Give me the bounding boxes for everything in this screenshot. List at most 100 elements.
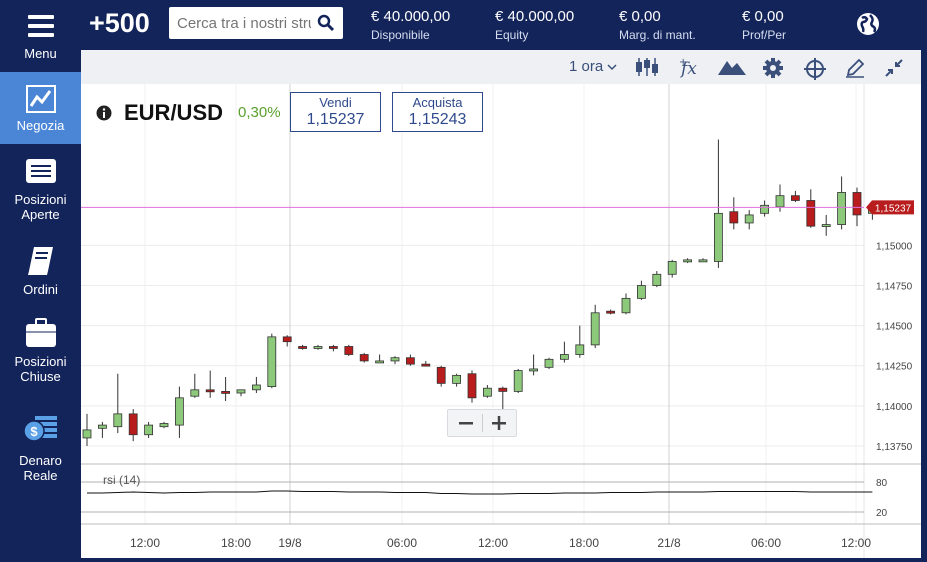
- candle-body: [452, 374, 462, 384]
- sidebar-item-label: Ordini: [23, 282, 58, 297]
- candle-body: [405, 357, 415, 365]
- mountain-icon[interactable]: [717, 57, 747, 77]
- list-icon: [25, 159, 56, 183]
- pencil-icon[interactable]: [844, 57, 866, 79]
- instrument-change: 0,30%: [238, 104, 281, 121]
- chart-area[interactable]: 1,15237 1,15000 1,14750 1,14500 1,14250 1,14…: [81, 84, 921, 558]
- candle-body: [482, 387, 492, 397]
- sell-button[interactable]: Vendi 1,15237: [290, 92, 381, 132]
- time-tick-label: 21/8: [657, 536, 681, 550]
- candle-body: [544, 358, 554, 368]
- briefcase-icon: [25, 318, 56, 347]
- sidebar-item-denaro-reale[interactable]: $ Denaro Reale: [0, 408, 81, 488]
- time-tick-label: 12:00: [478, 536, 508, 550]
- price-chart[interactable]: 1,15237 1,15000 1,14750 1,14500 1,14250 1,14…: [81, 84, 921, 558]
- crosshair-icon[interactable]: [803, 57, 827, 81]
- candle-body: [760, 204, 769, 214]
- sidebar-item-label: Posizioni: [14, 354, 67, 369]
- price-tick-label: 1,14000: [876, 402, 913, 413]
- rsi-label: rsi (14): [103, 473, 141, 487]
- sell-price: 1,15237: [306, 111, 365, 128]
- stat-equity: € 40.000,00 Equity: [495, 8, 574, 42]
- stat-label: Equity: [495, 28, 529, 42]
- time-tick-label: 19/8: [278, 536, 302, 550]
- info-icon[interactable]: [96, 105, 112, 121]
- candle-body: [714, 212, 723, 262]
- svg-text:+: +: [679, 57, 687, 68]
- zoom-divider: [482, 414, 483, 432]
- time-tick-label: 12:00: [130, 536, 160, 550]
- sidebar-item-posizioni-chiuse[interactable]: Posizioni Chiuse: [0, 314, 81, 390]
- gear-icon[interactable]: [762, 57, 784, 79]
- sidebar-item-label: Posizioni: [14, 192, 67, 207]
- sidebar-item-label: Negozia: [16, 118, 65, 133]
- buy-label: Acquista: [412, 95, 463, 110]
- candles-icon[interactable]: [635, 57, 659, 77]
- candle-body: [113, 413, 123, 428]
- zoom-in-icon[interactable]: [489, 413, 509, 433]
- time-tick-label: 06:00: [387, 536, 417, 550]
- chart-toolbar: 1 ora fx +: [81, 50, 921, 85]
- right-edge: [921, 50, 927, 562]
- candle-body: [344, 346, 354, 355]
- search-input[interactable]: [177, 13, 311, 33]
- buy-button[interactable]: Acquista 1,15243: [392, 92, 483, 132]
- timeframe-value: 1 ora: [569, 58, 604, 75]
- svg-text:$: $: [30, 424, 38, 439]
- top-bar: +500 € 40.000,00 Disponibile € 40.000,00…: [81, 0, 927, 50]
- candle-body: [436, 366, 446, 384]
- hamburger-icon: [27, 15, 54, 37]
- candle-body: [806, 200, 816, 227]
- candle-body: [575, 344, 585, 355]
- candle-body: [513, 370, 523, 392]
- search-icon[interactable]: [317, 14, 335, 32]
- candle-body: [82, 429, 92, 439]
- stat-label: Marg. di mant.: [619, 28, 696, 42]
- candle-body: [667, 261, 677, 275]
- candle-body: [775, 195, 785, 208]
- candle-body: [375, 360, 385, 364]
- candle-body: [328, 346, 338, 349]
- candle-body: [852, 192, 862, 216]
- candle-body: [175, 397, 184, 426]
- price-tick-label: 1,13750: [876, 442, 913, 453]
- candle-body: [837, 192, 846, 225]
- sidebar-item-menu[interactable]: Menu: [0, 0, 81, 70]
- time-tick-label: 18:00: [221, 536, 251, 550]
- rsi-level-label: 20: [876, 508, 888, 519]
- collapse-icon[interactable]: [883, 57, 905, 79]
- sidebar-item-label: Reale: [23, 468, 58, 483]
- chart-line-icon: [25, 85, 56, 113]
- sidebar-item-label: Aperte: [21, 207, 60, 222]
- candle-body: [313, 346, 323, 349]
- sidebar-item-negozia[interactable]: Negozia: [0, 72, 81, 144]
- current-price-tag: 1,15237: [866, 200, 914, 215]
- candle-body: [637, 285, 646, 299]
- candle-body: [590, 312, 600, 346]
- candle-body: [190, 389, 200, 397]
- chevron-down-icon: [607, 64, 617, 71]
- sidebar-item-label: Denaro: [19, 453, 62, 468]
- candle-body: [205, 389, 215, 393]
- stat-label: Prof/Per: [742, 28, 787, 42]
- rsi-line: [87, 490, 873, 495]
- zoom-out-icon[interactable]: [456, 413, 476, 433]
- time-tick-label: 06:00: [751, 536, 781, 550]
- candle-body: [221, 391, 231, 394]
- sidebar-item-ordini[interactable]: Ordini: [0, 240, 81, 302]
- candle-body: [606, 310, 615, 314]
- svg-text:fx: fx: [679, 59, 697, 79]
- time-tick-label: 12:00: [841, 536, 871, 550]
- sidebar-item-posizioni-aperte[interactable]: Posizioni Aperte: [0, 150, 81, 228]
- candle-body: [421, 363, 431, 367]
- candle-body: [144, 424, 153, 436]
- price-tick-label: 1,14250: [876, 362, 913, 373]
- globe-icon[interactable]: [855, 11, 881, 37]
- timeframe-select[interactable]: 1 ora: [569, 58, 617, 75]
- fx-icon[interactable]: fx +: [679, 57, 703, 79]
- stat-margin: € 0,00 Marg. di mant.: [619, 8, 696, 42]
- price-tag-shape: [866, 200, 914, 215]
- candle-body: [821, 224, 831, 227]
- candle-body: [359, 354, 369, 362]
- price-tag-text: 1,15237: [875, 203, 912, 214]
